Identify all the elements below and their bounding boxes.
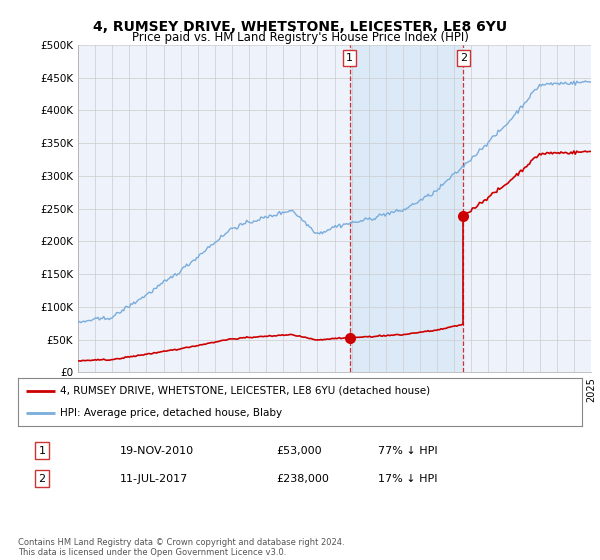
Text: 77% ↓ HPI: 77% ↓ HPI xyxy=(378,446,437,456)
Text: £53,000: £53,000 xyxy=(276,446,322,456)
Text: Contains HM Land Registry data © Crown copyright and database right 2024.
This d: Contains HM Land Registry data © Crown c… xyxy=(18,538,344,557)
Text: 11-JUL-2017: 11-JUL-2017 xyxy=(120,474,188,484)
Text: £238,000: £238,000 xyxy=(276,474,329,484)
Text: Price paid vs. HM Land Registry's House Price Index (HPI): Price paid vs. HM Land Registry's House … xyxy=(131,31,469,44)
Text: 4, RUMSEY DRIVE, WHETSTONE, LEICESTER, LE8 6YU (detached house): 4, RUMSEY DRIVE, WHETSTONE, LEICESTER, L… xyxy=(60,386,430,396)
Text: 2: 2 xyxy=(38,474,46,484)
Bar xyxy=(350,45,463,372)
Text: 2: 2 xyxy=(460,53,467,63)
Text: HPI: Average price, detached house, Blaby: HPI: Average price, detached house, Blab… xyxy=(60,408,283,418)
Text: 4, RUMSEY DRIVE, WHETSTONE, LEICESTER, LE8 6YU: 4, RUMSEY DRIVE, WHETSTONE, LEICESTER, L… xyxy=(93,20,507,34)
Text: 17% ↓ HPI: 17% ↓ HPI xyxy=(378,474,437,484)
Text: 1: 1 xyxy=(346,53,353,63)
Text: 1: 1 xyxy=(38,446,46,456)
Text: 19-NOV-2010: 19-NOV-2010 xyxy=(120,446,194,456)
